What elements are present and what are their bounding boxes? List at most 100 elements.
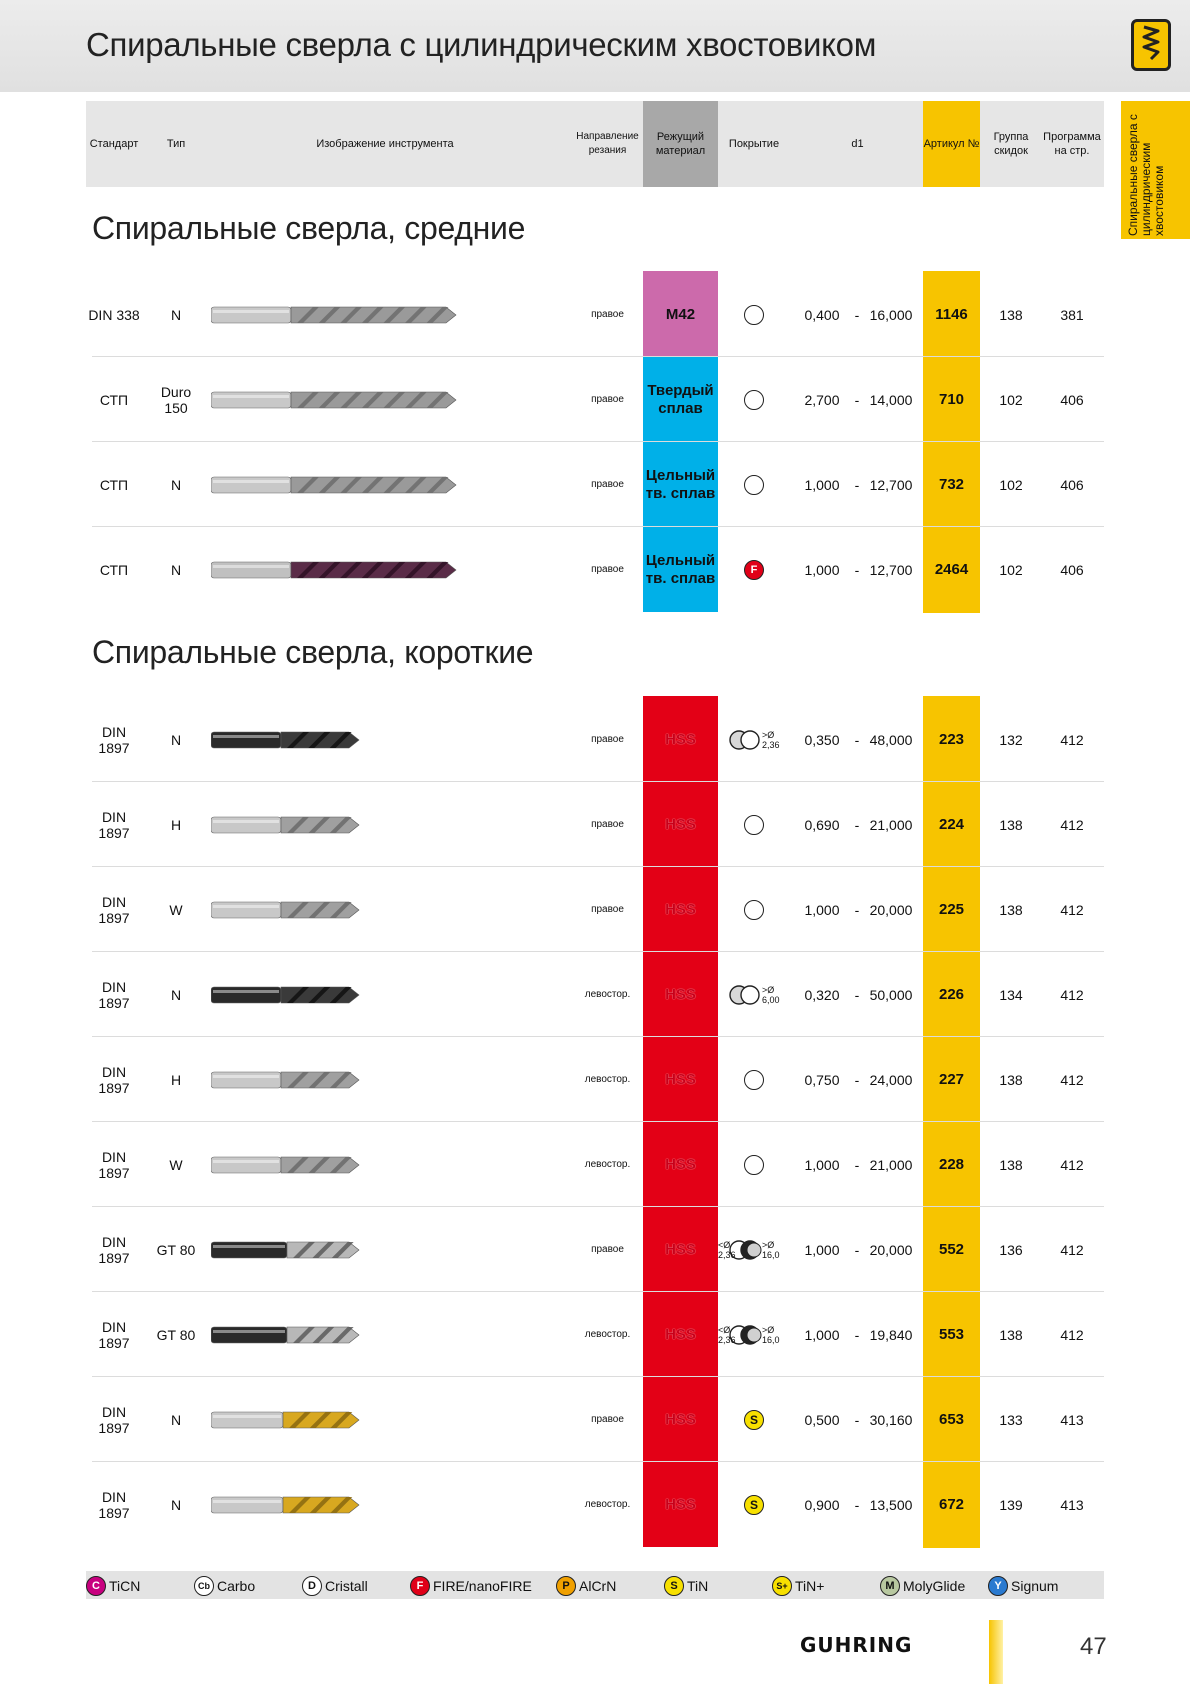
d1-range-dash: - <box>854 306 860 323</box>
legend-label: TiN <box>687 1578 709 1594</box>
d1-to-cell: 12,700 <box>869 561 913 578</box>
article-cell: 227 <box>938 1070 965 1088</box>
coating-none-icon <box>744 1154 764 1175</box>
article-cell: 224 <box>938 815 965 833</box>
article-cell: 1146 <box>935 305 968 323</box>
drill-image <box>211 731 360 748</box>
program-cell: 413 <box>1060 1411 1084 1428</box>
article-cell: 552 <box>938 1240 965 1258</box>
discount-cell: 102 <box>999 561 1023 578</box>
type-cell: N <box>170 1496 182 1513</box>
legend-label: Signum <box>1011 1578 1059 1594</box>
type-cell: W <box>169 901 183 918</box>
d1-from-cell: 0,900 <box>804 1496 840 1513</box>
material-cell: HSS <box>665 1240 696 1258</box>
discount-cell: 138 <box>999 1071 1023 1088</box>
d1-from-cell: 0,750 <box>804 1071 840 1088</box>
d1-range-dash: - <box>854 986 860 1003</box>
standard-cell: DIN 1897 <box>98 723 130 756</box>
legend-label: FIRE/nanoFIRE <box>433 1578 532 1594</box>
legend-item-cristall: D Cristall <box>302 1575 368 1597</box>
coating-steam-icon <box>729 984 760 1005</box>
drill-image <box>211 391 457 408</box>
program-cell: 381 <box>1060 306 1084 323</box>
drill-image <box>211 1326 360 1343</box>
legend-item-fire-nanofire: F FIRE/nanoFIRE <box>410 1575 532 1597</box>
coating-ticn-icon: C <box>86 1576 106 1596</box>
col-material: Режущий материал <box>643 101 718 187</box>
drill-image <box>211 901 360 918</box>
coating-alcrn-icon: P <box>556 1576 576 1596</box>
d1-from-cell: 0,500 <box>804 1411 840 1428</box>
row-separator <box>92 441 1104 442</box>
d1-from-cell: 1,000 <box>804 561 840 578</box>
article-cell: 228 <box>938 1155 965 1173</box>
type-cell: W <box>169 1156 183 1173</box>
d1-to-cell: 21,000 <box>869 1156 913 1173</box>
direction-cell: правое <box>591 818 624 830</box>
type-cell: N <box>170 986 182 1003</box>
coating-steam-icon <box>729 1239 762 1260</box>
material-cell: HSS <box>665 1495 696 1513</box>
d1-to-cell: 19,840 <box>869 1326 913 1343</box>
side-tab[interactable] <box>1121 101 1190 239</box>
program-cell: 412 <box>1060 986 1084 1003</box>
d1-from-cell: 1,000 <box>804 1156 840 1173</box>
material-cell: HSS <box>665 730 696 748</box>
row-separator <box>92 1121 1104 1122</box>
standard-cell: DIN 1897 <box>98 1403 130 1436</box>
direction-cell: левостор. <box>584 1073 631 1085</box>
discount-cell: 133 <box>999 1411 1023 1428</box>
d1-to-cell: 21,000 <box>869 816 913 833</box>
col-article: Артикул № <box>923 101 980 187</box>
legend-item-molyglide: M MolyGlide <box>880 1575 965 1597</box>
program-cell: 412 <box>1060 1326 1084 1343</box>
material-cell: Цельный тв. сплав <box>645 466 716 502</box>
type-cell: H <box>170 816 182 833</box>
coating-threshold-label-left: <Ø 2,36 <box>718 1239 736 1260</box>
type-cell: Duro 150 <box>160 383 192 416</box>
page-title: Спиральные сверла с цилиндрическим хвост… <box>86 26 877 63</box>
d1-range-dash: - <box>854 1326 860 1343</box>
section-title-medium: Спиральные сверла, средние <box>92 210 526 246</box>
direction-cell: левостор. <box>584 988 631 1000</box>
coating-threshold-label: >Ø 16,0 <box>762 1239 780 1260</box>
type-cell: N <box>170 731 182 748</box>
d1-range-dash: - <box>854 816 860 833</box>
d1-range-dash: - <box>854 561 860 578</box>
col-type: Тип <box>166 138 186 150</box>
program-cell: 412 <box>1060 1156 1084 1173</box>
col-discount: Группа скидок <box>993 131 1029 157</box>
d1-range-dash: - <box>854 731 860 748</box>
coating-legend <box>86 1571 1104 1599</box>
standard-cell: DIN 1897 <box>98 1148 130 1181</box>
material-cell: HSS <box>665 900 696 918</box>
drill-image <box>211 986 360 1003</box>
standard-cell: DIN 1897 <box>98 1063 130 1096</box>
side-tab-label: Спиральные сверла с цилиндрическим хвост… <box>1126 114 1166 236</box>
footer-accent-bar <box>989 1620 1003 1684</box>
material-cell: HSS <box>665 815 696 833</box>
page-number: 47 <box>1080 1633 1107 1660</box>
article-cell: 710 <box>938 390 965 408</box>
row-separator <box>92 781 1104 782</box>
direction-cell: правое <box>591 478 624 490</box>
drill-image <box>211 1156 360 1173</box>
article-column <box>923 271 980 613</box>
material-cell: Цельный тв. сплав <box>645 551 716 587</box>
type-cell: N <box>170 1411 182 1428</box>
discount-cell: 136 <box>999 1241 1023 1258</box>
coating-none-icon <box>744 814 764 835</box>
direction-cell: правое <box>591 308 624 320</box>
legend-item-carbo: Cb Carbo <box>194 1575 255 1597</box>
coating-threshold-label: >Ø 16,0 <box>762 1324 780 1345</box>
article-cell: 672 <box>938 1495 965 1513</box>
coating-tin-icon: S <box>744 1409 764 1430</box>
coating-threshold-label: >Ø 6,00 <box>762 984 780 1005</box>
d1-from-cell: 0,690 <box>804 816 840 833</box>
coating-signum-icon: Y <box>988 1576 1008 1596</box>
standard-cell: DIN 1897 <box>98 1233 130 1266</box>
article-column <box>923 696 980 1548</box>
standard-cell: DIN 1897 <box>98 808 130 841</box>
direction-cell: левостор. <box>584 1328 631 1340</box>
